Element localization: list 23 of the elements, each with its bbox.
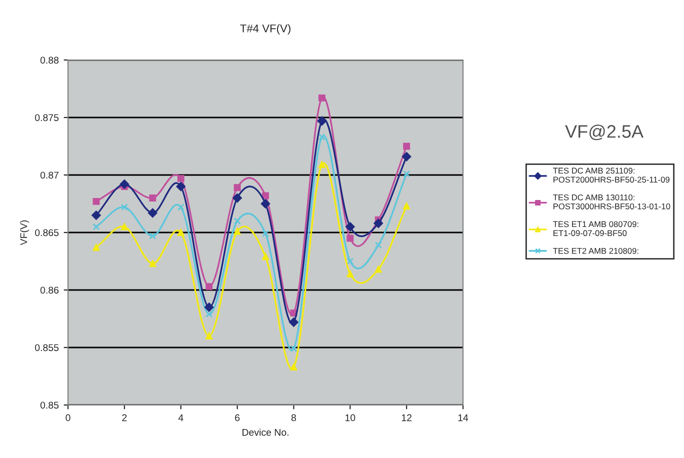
y-tick-label: 0.87: [40, 172, 58, 179]
y-tick-label: 0.855: [35, 344, 59, 352]
y-tick-label: 0.85: [40, 402, 59, 409]
text: VF@2.5A: [565, 124, 644, 140]
legend-label: TES DC AMB 251109: POST2000HRS-BF50-25-11-09: [553, 168, 670, 183]
x-tick-label: 0: [66, 414, 70, 422]
y-tick-label: 0.865: [35, 229, 59, 236]
chart-title: T#4 VF(V): [240, 24, 290, 35]
y-tick-label: 0.86: [40, 286, 59, 294]
legend-label: TES DC AMB 130110: POST3000HRS-BF50-13-01-10: [553, 194, 670, 210]
x-tick-label: 2: [122, 414, 127, 422]
x-tick-label: 10: [345, 414, 356, 422]
x-tick-label: 4: [178, 414, 184, 422]
y-tick-label: 0.88: [40, 56, 59, 64]
x-tick-label: 14: [458, 414, 468, 422]
x-tick-label: 12: [402, 414, 412, 422]
x-tick-label: 8: [291, 414, 296, 422]
legend-label: TES ET1 AMB 080709: ET1-09-07-09-BF50: [553, 221, 638, 236]
legend-label: TES ET2 AMB 210809:: [553, 248, 638, 254]
x-axis-title: Device No.: [242, 428, 288, 436]
y-axis-title: VF(V): [20, 220, 30, 246]
x-tick-label: 6: [235, 414, 240, 422]
y-tick-label: 0.875: [35, 114, 59, 122]
